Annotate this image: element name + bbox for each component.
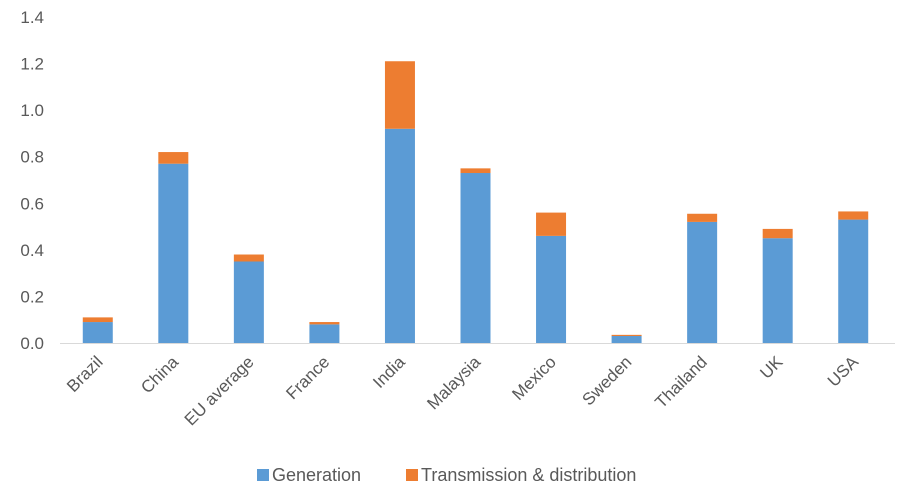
y-axis-ticks: 0.0 0.2 0.4 0.6 0.8 1.0 1.2 1.4 — [20, 8, 44, 353]
x-tick-label: UK — [756, 352, 787, 383]
x-tick-label: India — [369, 352, 409, 392]
x-tick-label: Brazil — [63, 352, 106, 395]
bar-transmission-distribution — [309, 322, 340, 325]
y-tick-label: 1.2 — [20, 55, 44, 74]
x-tick-label: Malaysia — [423, 352, 484, 413]
legend-transmission-distribution-label: Transmission & distribution — [421, 465, 636, 485]
y-tick-label: 0.0 — [20, 334, 44, 353]
bar-transmission-distribution — [82, 317, 113, 323]
bar-generation — [687, 221, 718, 343]
y-tick-label: 1.4 — [20, 8, 44, 27]
bar-generation — [82, 322, 113, 343]
x-tick-label: China — [137, 352, 182, 397]
bar-transmission-distribution — [384, 61, 415, 129]
bar-generation — [838, 219, 869, 343]
bar-transmission-distribution — [233, 254, 264, 262]
bar-transmission-distribution — [687, 213, 718, 222]
legend-generation-label: Generation — [272, 465, 361, 485]
x-tick-label: Sweden — [579, 352, 636, 409]
legend-generation-swatch — [257, 469, 269, 481]
x-tick-label: Mexico — [508, 352, 560, 404]
y-tick-label: 1.0 — [20, 101, 44, 120]
y-tick-label: 0.2 — [20, 287, 44, 306]
bar-generation — [384, 128, 415, 343]
bar-generation — [233, 261, 264, 343]
bar-transmission-distribution — [838, 211, 869, 220]
bar-transmission-distribution — [611, 334, 642, 337]
bar-transmission-distribution — [762, 228, 793, 239]
bar-generation — [536, 235, 567, 343]
bar-generation — [309, 324, 340, 343]
y-tick-label: 0.8 — [20, 148, 44, 167]
x-tick-label: EU average — [181, 352, 258, 429]
bar-generation — [762, 238, 793, 343]
x-tick-label: USA — [824, 352, 863, 391]
bar-generation — [158, 163, 189, 343]
bar-generation — [611, 336, 642, 343]
bar-transmission-distribution — [536, 212, 567, 236]
bar-transmission-distribution — [460, 168, 491, 174]
x-tick-label: Thailand — [651, 352, 711, 412]
legend: Generation Transmission & distribution — [257, 465, 636, 485]
y-tick-label: 0.4 — [20, 241, 44, 260]
bar-transmission-distribution — [158, 152, 189, 164]
bar-generation — [460, 173, 491, 343]
x-tick-label: France — [282, 352, 333, 403]
legend-transmission-distribution-swatch — [406, 469, 418, 481]
bars — [82, 61, 869, 343]
y-tick-label: 0.6 — [20, 194, 44, 213]
